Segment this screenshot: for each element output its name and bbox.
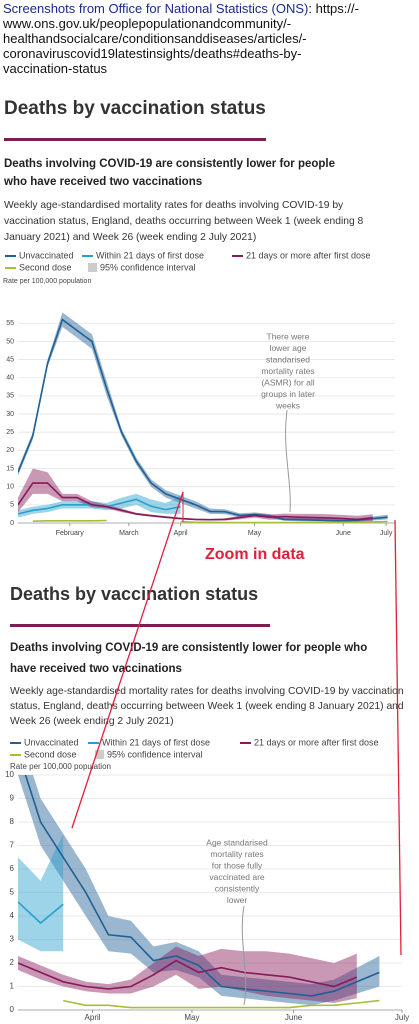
annotation: (ASMR) for all xyxy=(261,377,314,387)
annotation-arrow xyxy=(241,905,247,1006)
y-tick-label: 5 xyxy=(10,888,15,897)
chart-1: Rate per 100,000 population 0 5 10 15 20 25 30 3… xyxy=(3,250,395,537)
annotation: lower xyxy=(227,895,247,905)
zoom-connectors xyxy=(71,491,402,956)
legend-label: Unvaccinated xyxy=(19,250,74,260)
legend-label: Within 21 days of first dose xyxy=(96,250,204,260)
x-tick-label: July xyxy=(380,530,393,537)
source-url: : https://- xyxy=(308,1,359,16)
y-tick-label: 0 xyxy=(10,1005,15,1014)
annotation: lower age xyxy=(270,343,307,353)
confidence-band xyxy=(18,312,388,523)
y-axis-label: Rate per 100,000 population xyxy=(3,278,91,285)
chart-title: Deaths by vaccination status xyxy=(4,98,266,119)
x-tick-label: April xyxy=(85,1013,101,1022)
legend-label: Unvaccinated xyxy=(24,737,79,747)
x-tick-label: July xyxy=(395,1013,409,1022)
chart-title: Deaths by vaccination status xyxy=(10,584,259,604)
y-tick-label: 3 xyxy=(10,935,15,944)
y-tick-label: 45 xyxy=(6,356,14,363)
annotation: groups in later xyxy=(261,389,315,399)
series-line xyxy=(18,959,358,990)
y-tick-label: 7 xyxy=(10,841,15,850)
series-line xyxy=(24,775,380,997)
chart-subtitle: Deaths involving COVID-19 are consistent… xyxy=(10,642,368,675)
x-tick-label: June xyxy=(285,1013,303,1022)
y-tick-label: 55 xyxy=(6,320,14,327)
annotation-arrow xyxy=(285,409,291,513)
x-tick-label: February xyxy=(56,530,85,537)
y-tick-label: 5 xyxy=(10,502,14,509)
annotation: vaccinated are xyxy=(209,872,265,882)
confidence-band xyxy=(18,468,373,522)
legend-label: Within 21 days of first dose xyxy=(102,737,210,747)
title-rule xyxy=(4,138,266,141)
zoom-connector xyxy=(394,519,402,956)
annotation: standarised xyxy=(266,354,310,364)
chart-description: Weekly age-standardised mortality rates … xyxy=(4,200,364,243)
chart-2: Rate per 100,000 population 0 1 2 3 4 5 6 7 8 9 10 A… xyxy=(5,737,409,1022)
source-header: Screenshots from Office for National Sta… xyxy=(3,1,417,76)
series-line xyxy=(18,901,64,925)
annotation: consistently xyxy=(215,883,260,893)
chart-description: Weekly age-standardised mortality rates … xyxy=(10,686,404,727)
confidence-band xyxy=(18,775,380,1006)
y-tick-label: 15 xyxy=(6,465,14,472)
x-tick-label: May xyxy=(184,1013,199,1022)
y-tick-label: 35 xyxy=(6,393,14,400)
y-tick-label: 50 xyxy=(6,338,14,345)
legend-label: Second dose xyxy=(24,749,77,759)
series-line xyxy=(18,318,388,522)
confidence-band xyxy=(18,833,64,952)
title-rule xyxy=(10,624,270,627)
zoom-label: Zoom in data xyxy=(205,546,305,563)
y-tick-label: 1 xyxy=(10,982,15,991)
y-tick-label: 30 xyxy=(6,411,14,418)
legend-label: Second dose xyxy=(19,262,72,272)
annotation: for those fully xyxy=(212,860,263,870)
annotation: mortality rates xyxy=(261,366,314,376)
zoom-connector xyxy=(71,491,184,829)
x-tick-label: June xyxy=(336,530,351,537)
legend-label: 95% confidence interval xyxy=(100,262,196,272)
y-tick-label: 9 xyxy=(10,794,15,803)
annotation: weeks xyxy=(275,400,300,410)
source-url: www.ons.gov.uk/peoplepopulationandcommun… xyxy=(3,16,292,31)
annotation: There were xyxy=(267,331,310,341)
series-line xyxy=(32,519,388,524)
y-tick-label: 40 xyxy=(6,375,14,382)
source-url: healthandsocialcare/conditionsanddisease… xyxy=(3,31,307,46)
y-tick-label: 20 xyxy=(6,447,14,454)
y-axis-label: Rate per 100,000 population xyxy=(10,762,111,771)
y-tick-label: 2 xyxy=(10,958,15,967)
y-tick-label: 0 xyxy=(10,520,14,527)
y-tick-label: 10 xyxy=(5,770,14,779)
legend-label: 95% confidence interval xyxy=(107,749,203,759)
legend-swatch xyxy=(88,263,97,272)
x-tick-label: April xyxy=(174,530,188,537)
y-tick-label: 4 xyxy=(10,911,15,920)
source-url: vaccination-status xyxy=(3,61,108,76)
series-line xyxy=(18,482,373,521)
source-name: Screenshots from Office for National Sta… xyxy=(3,1,309,16)
y-tick-label: 10 xyxy=(6,484,14,491)
annotation: Age standarised xyxy=(206,837,268,847)
y-tick-label: 8 xyxy=(10,817,15,826)
legend-label: 21 days or more after first dose xyxy=(254,737,379,747)
x-tick-label: May xyxy=(248,530,262,537)
x-tick-label: March xyxy=(119,530,139,537)
chart-subtitle: Deaths involving COVID-19 are consistent… xyxy=(4,158,336,188)
y-tick-label: 6 xyxy=(10,864,15,873)
y-tick-label: 25 xyxy=(6,429,14,436)
legend-swatch xyxy=(95,750,104,759)
series-line xyxy=(63,999,380,1009)
legend-label: 21 days or more after first dose xyxy=(246,250,371,260)
annotation: mortality rates xyxy=(210,849,263,859)
source-url: coronaviruscovid19latestinsights/deaths#… xyxy=(3,46,302,61)
